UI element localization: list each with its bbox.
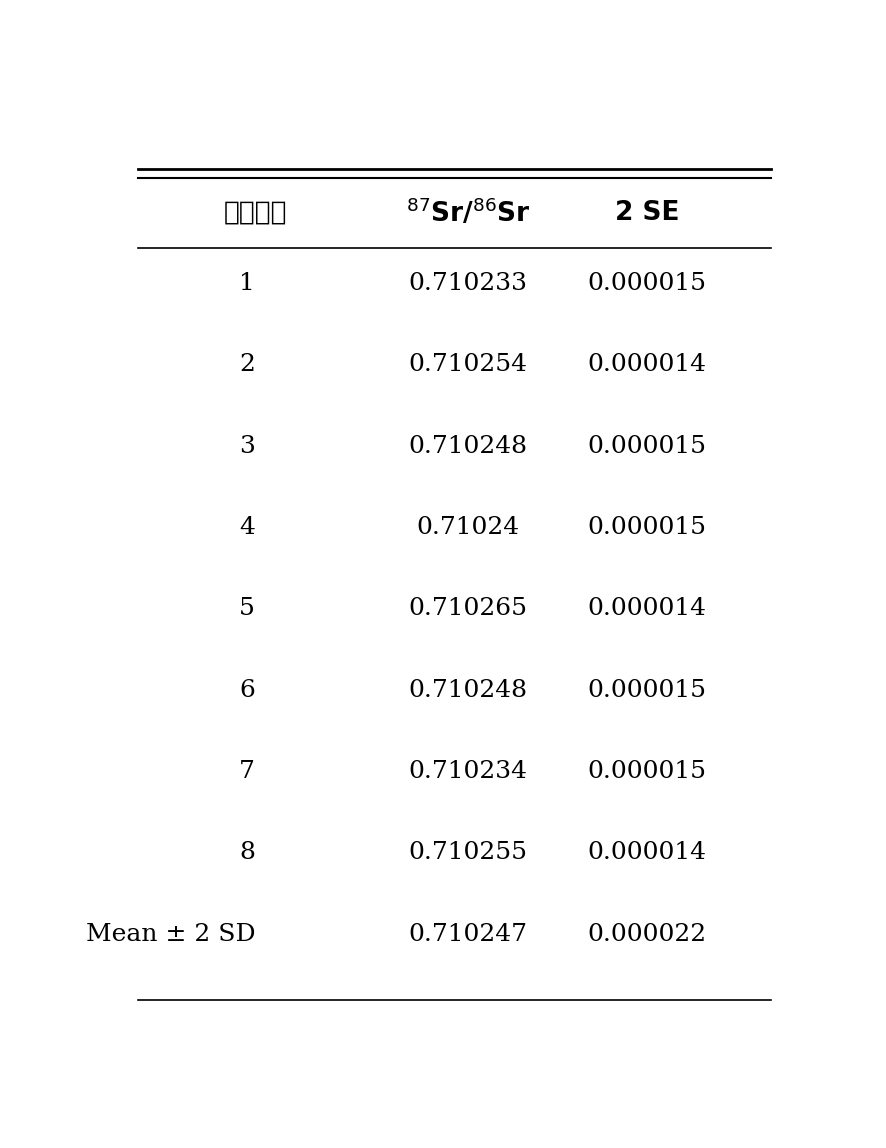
Text: 6: 6	[239, 678, 255, 701]
Text: 0.000014: 0.000014	[587, 597, 706, 620]
Text: Mean ± 2 SD: Mean ± 2 SD	[86, 923, 255, 946]
Text: 0.710248: 0.710248	[408, 435, 527, 458]
Text: 0.710254: 0.710254	[408, 354, 527, 377]
Text: 7: 7	[239, 760, 255, 783]
Text: 2: 2	[239, 354, 255, 377]
Text: 5: 5	[239, 597, 255, 620]
Text: 8: 8	[239, 841, 255, 864]
Text: 0.000015: 0.000015	[587, 760, 706, 783]
Text: 测试编号: 测试编号	[223, 200, 287, 226]
Text: $^{87}$Sr/$^{86}$Sr: $^{87}$Sr/$^{86}$Sr	[406, 197, 530, 228]
Text: 0.000014: 0.000014	[587, 841, 706, 864]
Text: 0.710234: 0.710234	[408, 760, 527, 783]
Text: 0.000022: 0.000022	[587, 923, 706, 946]
Text: 4: 4	[239, 517, 255, 540]
Text: 0.000015: 0.000015	[587, 272, 706, 295]
Text: 2 SE: 2 SE	[614, 200, 679, 226]
Text: 3: 3	[239, 435, 255, 458]
Text: 0.71024: 0.71024	[416, 517, 519, 540]
Text: 1: 1	[239, 272, 255, 295]
Text: 0.710255: 0.710255	[408, 841, 527, 864]
Text: 0.710233: 0.710233	[408, 272, 527, 295]
Text: 0.710247: 0.710247	[408, 923, 527, 946]
Text: 0.710265: 0.710265	[408, 597, 527, 620]
Text: 0.000014: 0.000014	[587, 354, 706, 377]
Text: 0.000015: 0.000015	[587, 517, 706, 540]
Text: 0.000015: 0.000015	[587, 435, 706, 458]
Text: 0.710248: 0.710248	[408, 678, 527, 701]
Text: 0.000015: 0.000015	[587, 678, 706, 701]
